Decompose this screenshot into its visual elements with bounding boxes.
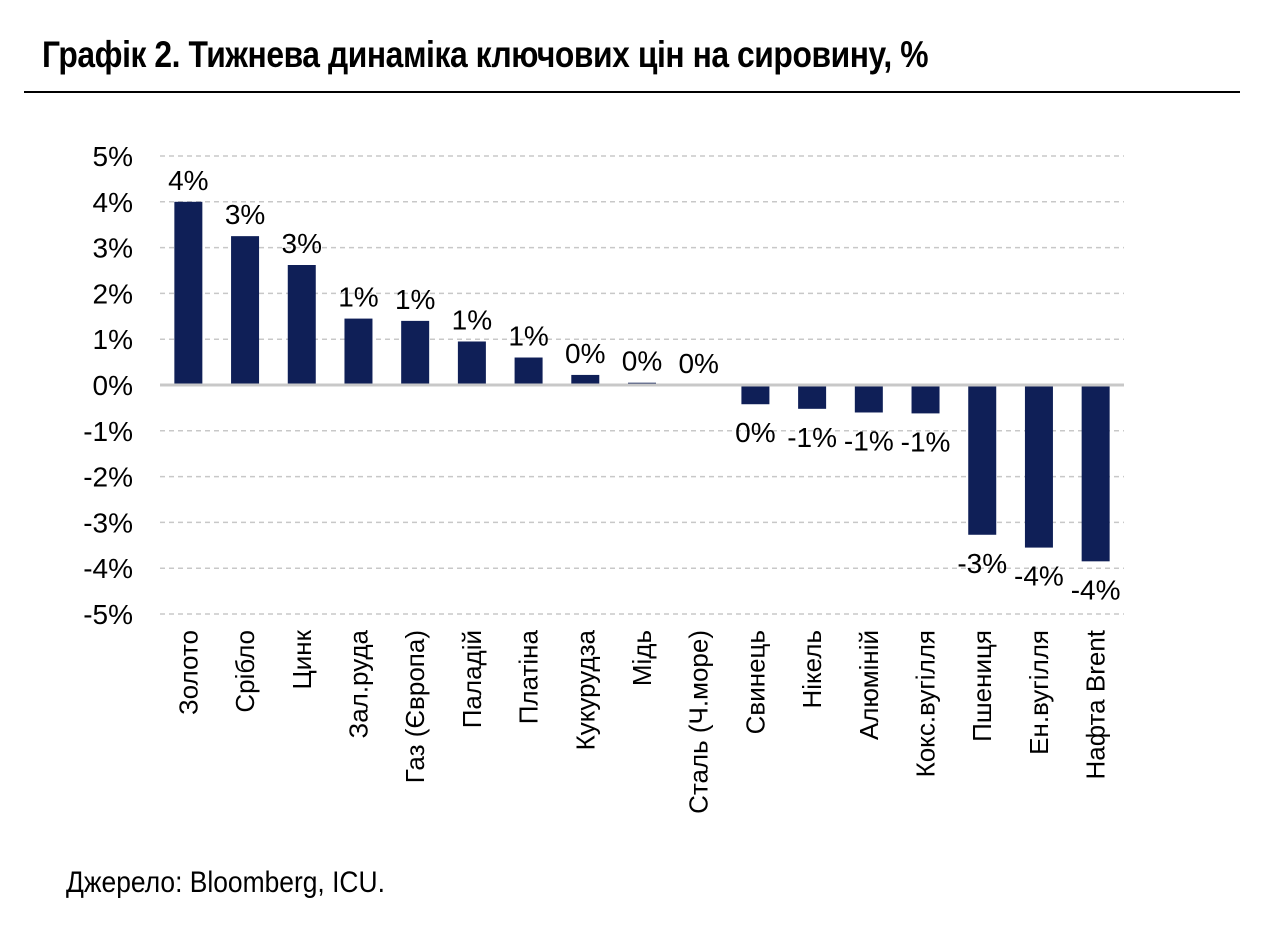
data-label: 3%: [225, 199, 265, 230]
bar: [174, 201, 203, 385]
x-tick-label: Кокс.вугілля: [911, 630, 941, 777]
bar: [571, 374, 600, 385]
data-label: -1%: [787, 422, 837, 453]
x-axis: Золото Срібло Цинк Зал.руда Газ (Європа) Пала…: [173, 629, 1110, 814]
y-tick-label: -5%: [83, 599, 133, 630]
bars: [174, 201, 1110, 562]
data-label: 1%: [508, 321, 548, 352]
data-label: 0%: [565, 338, 605, 369]
bar: [1081, 385, 1110, 562]
grid-lines: [160, 155, 1124, 615]
x-tick-label: Алюміній: [854, 630, 884, 740]
bar: [741, 385, 770, 405]
data-label: -4%: [1014, 561, 1064, 592]
y-tick-label: -3%: [83, 507, 133, 538]
bar: [287, 265, 316, 385]
bar: [514, 357, 543, 385]
x-tick-label: Срібло: [230, 630, 260, 713]
bar: [457, 341, 486, 385]
x-tick-label: Платіна: [514, 629, 544, 724]
x-tick-label: Сталь (Ч.море): [684, 630, 714, 814]
x-tick-label: Зал.руда: [343, 629, 373, 738]
data-label: -1%: [901, 426, 951, 457]
chart-title: Графік 2. Тижнева динаміка ключових цін …: [42, 34, 929, 75]
x-tick-label: Цинк: [287, 629, 317, 689]
title-divider: [24, 91, 1240, 93]
y-tick-label: 1%: [93, 324, 133, 355]
data-label: 0%: [622, 346, 662, 377]
bar: [854, 385, 883, 413]
bar: [344, 318, 373, 385]
y-tick-label: -1%: [83, 416, 133, 447]
y-tick-label: 4%: [93, 187, 133, 218]
bar: [911, 385, 940, 414]
data-label: 1%: [395, 284, 435, 315]
x-tick-label: Свинець: [740, 630, 770, 734]
x-tick-label: Паладій: [457, 630, 487, 728]
bar: [231, 236, 260, 385]
x-tick-label: Кукурудза: [570, 629, 600, 750]
x-tick-label: Ен.вугілля: [1024, 630, 1054, 755]
data-labels: 4%3%3%1% 1%1%1%0% 0% 0%0% -1% -1% -1%-3% -4% -4%: [168, 165, 1120, 606]
data-label: -3%: [957, 548, 1007, 579]
y-tick-label: -2%: [83, 462, 133, 493]
y-tick-label: 0%: [93, 370, 133, 401]
source-note: Джерело: Bloomberg, ICU.: [66, 866, 385, 899]
data-label: -1%: [844, 425, 894, 456]
data-label: 1%: [338, 282, 378, 313]
data-label: 4%: [168, 165, 208, 196]
data-label: 0%: [678, 348, 718, 379]
x-tick-label: Нафта Brent: [1081, 629, 1111, 779]
bar-chart: 5%4%3%2%1%0%-1%-2%-3%-4%-5% 4%3%3%1% 1%1%…: [83, 141, 1124, 814]
x-tick-label: Газ (Європа): [400, 630, 430, 783]
y-axis: 5% 4% 3% 2% 1% 0% -1% -2% -3% -4% -5%: [83, 141, 133, 630]
data-label: 0%: [735, 417, 775, 448]
data-label: 3%: [282, 228, 322, 259]
y-tick-label: 5%: [93, 141, 133, 172]
data-label: -4%: [1071, 574, 1121, 605]
bar: [401, 320, 430, 385]
x-tick-label: Нікель: [797, 630, 827, 709]
y-tick-label: 2%: [93, 278, 133, 309]
x-tick-label: Золото: [173, 630, 203, 715]
y-tick-label: 3%: [93, 233, 133, 264]
data-label: 1%: [452, 304, 492, 335]
bar: [968, 385, 997, 535]
x-tick-label: Пшениця: [967, 630, 997, 742]
y-tick-label: -4%: [83, 553, 133, 584]
bar: [798, 385, 827, 409]
x-tick-label: Мідь: [627, 630, 657, 686]
bar: [1024, 385, 1053, 548]
